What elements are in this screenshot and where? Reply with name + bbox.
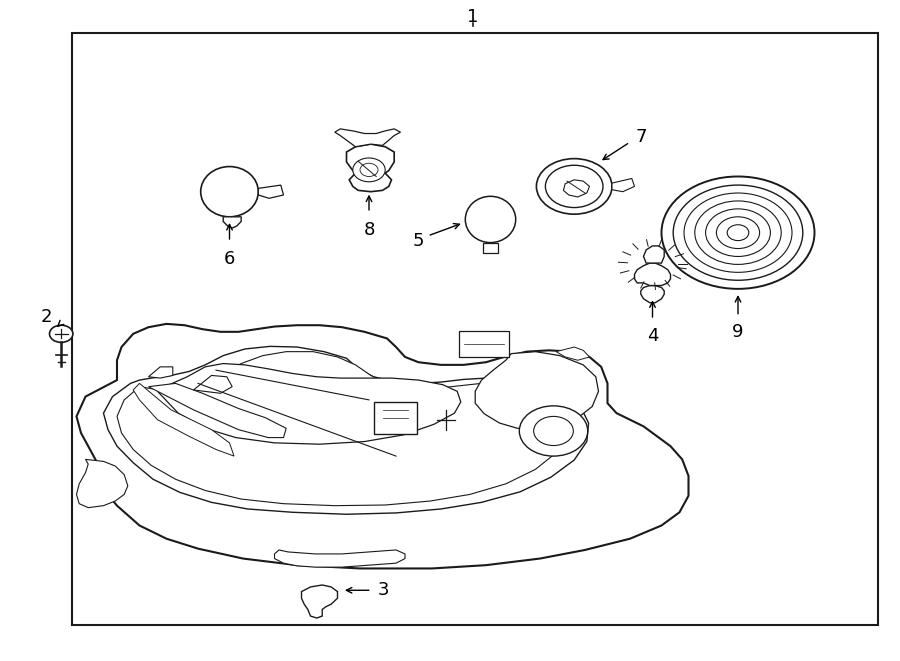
- Text: 6: 6: [224, 250, 235, 268]
- Text: 9: 9: [733, 323, 743, 341]
- Text: 5: 5: [413, 231, 424, 250]
- Ellipse shape: [465, 196, 516, 243]
- Text: 1: 1: [467, 7, 478, 26]
- Polygon shape: [641, 286, 664, 303]
- Polygon shape: [76, 324, 688, 568]
- Text: 7: 7: [635, 128, 647, 147]
- Polygon shape: [133, 383, 234, 456]
- Polygon shape: [274, 550, 405, 567]
- Circle shape: [519, 406, 588, 456]
- Circle shape: [662, 176, 814, 289]
- Text: 4: 4: [647, 327, 658, 344]
- Polygon shape: [104, 346, 589, 514]
- Circle shape: [50, 325, 73, 342]
- Polygon shape: [475, 352, 598, 428]
- Bar: [483, 243, 498, 253]
- Bar: [72, 33, 878, 625]
- Polygon shape: [612, 178, 634, 192]
- Text: 3: 3: [378, 581, 390, 600]
- Polygon shape: [148, 367, 173, 378]
- Circle shape: [545, 165, 603, 208]
- Polygon shape: [76, 459, 128, 508]
- Circle shape: [684, 193, 792, 272]
- Polygon shape: [563, 180, 590, 197]
- Circle shape: [353, 158, 385, 182]
- Circle shape: [534, 416, 573, 446]
- Polygon shape: [346, 144, 394, 192]
- Polygon shape: [644, 246, 664, 263]
- Circle shape: [716, 217, 760, 249]
- Circle shape: [360, 163, 378, 176]
- Circle shape: [727, 225, 749, 241]
- Circle shape: [706, 209, 770, 256]
- Circle shape: [536, 159, 612, 214]
- Polygon shape: [302, 585, 338, 618]
- Text: 8: 8: [364, 221, 374, 239]
- Bar: [459, 330, 508, 357]
- Polygon shape: [556, 347, 590, 360]
- Polygon shape: [117, 352, 571, 506]
- Polygon shape: [634, 263, 670, 286]
- Polygon shape: [258, 185, 284, 198]
- Circle shape: [695, 201, 781, 264]
- Polygon shape: [158, 364, 461, 444]
- Ellipse shape: [201, 167, 258, 217]
- Bar: [374, 402, 417, 434]
- Polygon shape: [194, 375, 232, 393]
- Polygon shape: [335, 129, 400, 147]
- Polygon shape: [223, 217, 241, 228]
- Text: 2: 2: [41, 308, 52, 327]
- Circle shape: [673, 185, 803, 280]
- Polygon shape: [148, 383, 286, 438]
